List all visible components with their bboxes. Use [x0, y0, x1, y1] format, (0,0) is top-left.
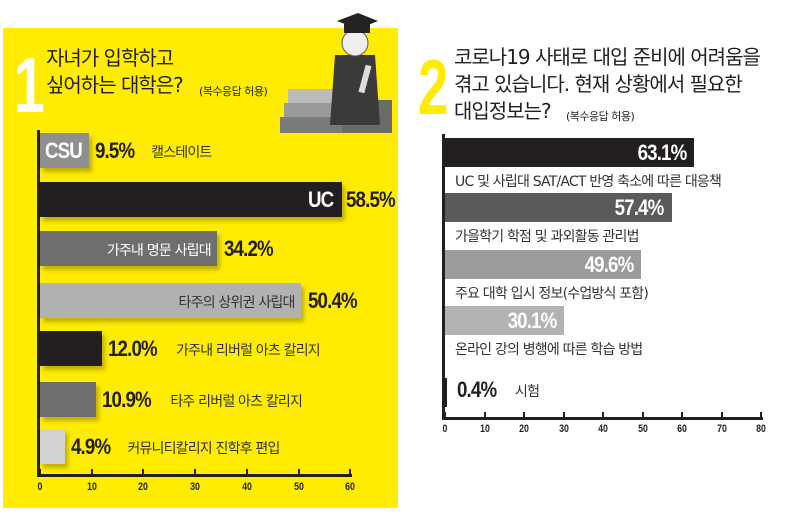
bar-category-label: 커뮤니티칼리지 진학후 편입	[127, 441, 280, 457]
x-tick-label: 30	[190, 481, 200, 493]
bar-category-label: 캘스테이트	[151, 145, 212, 161]
x-tick-label: 10	[86, 481, 97, 493]
bar-code-label: UC	[308, 187, 334, 212]
x-tick-mark	[444, 412, 446, 418]
x-tick-label: 40	[598, 423, 608, 435]
bar-value-label: 4.9%	[71, 434, 111, 459]
x-tick-mark	[142, 469, 145, 475]
x-tick-label: 30	[558, 423, 569, 435]
x-tick-mark	[720, 412, 723, 418]
x-tick-mark	[297, 469, 300, 475]
bar	[40, 182, 343, 217]
bar-value-label: 30.1%	[507, 308, 557, 333]
x-tick-mark	[760, 412, 762, 418]
bar-category-label: 온라인 강의 병행에 따른 학습 방법	[455, 342, 643, 358]
x-tick-mark	[602, 412, 604, 418]
y-axis	[37, 130, 40, 476]
x-tick-label: 60	[345, 481, 356, 493]
chart1-note: (복수응답 허용)	[199, 85, 268, 98]
x-tick-label: 10	[479, 423, 490, 435]
bar-category-label: UC 및 사립대 SAT/ACT 반영 축소에 따른 대응책	[455, 174, 722, 190]
bar-category-label: 타주 리버럴 아츠 칼리지	[170, 394, 303, 410]
chart2-title-line1: 코로나19 사태로 대입 준비에 어려움을	[454, 45, 761, 69]
x-tick-label: 20	[138, 481, 149, 493]
bar-category-label: 시험	[515, 384, 540, 400]
chart1-title-line2: 싶어하는 대학은?	[46, 73, 184, 97]
x-tick-mark	[39, 469, 41, 475]
bar-value-label: 12.0%	[108, 336, 158, 361]
chart2-title-line2: 겪고 있습니다. 현재 상황에서 필요한	[454, 72, 743, 96]
bar-value-label: 50.4%	[307, 288, 358, 313]
chart2-number: 2	[418, 43, 449, 131]
x-tick-label: 40	[241, 481, 252, 493]
bar-category-label: 가주내 명문 사립대	[106, 243, 212, 259]
x-tick-mark	[483, 412, 486, 418]
x-tick-label: 70	[716, 423, 727, 435]
bar	[40, 133, 90, 168]
bar	[40, 231, 217, 266]
y-axis	[442, 134, 445, 420]
bar-category-label: 가주내 리버럴 아츠 칼리지	[176, 343, 321, 359]
x-tick-label: 80	[756, 423, 766, 435]
x-tick-label: 60	[677, 423, 687, 435]
bar-value-label: 10.9%	[102, 387, 152, 412]
bar-code-label: CSU	[45, 138, 83, 163]
chart1-title-line1: 자녀가 입학하고	[46, 46, 174, 70]
x-tick-mark	[641, 412, 644, 418]
bar	[40, 283, 301, 318]
x-tick-mark	[681, 412, 683, 418]
x-tick-mark	[562, 412, 565, 418]
bar-value-label: 34.2%	[223, 236, 274, 261]
x-axis	[37, 474, 353, 477]
x-tick-mark	[194, 469, 197, 475]
bar-value-label: 9.5%	[95, 138, 135, 163]
bar-category-label: 가을학기 학점 및 과외활동 관리법	[455, 229, 640, 245]
bar	[40, 331, 103, 366]
bar-value-label: 57.4%	[614, 195, 665, 220]
x-tick-label: 0	[442, 423, 448, 435]
bar-value-label: 0.4%	[457, 377, 497, 402]
x-tick-label: 50	[637, 423, 648, 435]
bar	[445, 378, 447, 407]
x-tick-mark	[349, 469, 352, 475]
chart2-note: (복수응답 허용)	[566, 110, 635, 123]
chart2-title-line3: 대입정보는?	[454, 99, 552, 123]
bar-category-label: 타주의 상위권 사립대	[178, 295, 296, 311]
bar	[445, 306, 564, 335]
bar	[40, 429, 66, 464]
x-tick-mark	[90, 469, 93, 475]
x-tick-mark	[523, 412, 525, 418]
x-tick-label: 20	[519, 423, 529, 435]
bar	[445, 193, 672, 222]
x-tick-mark	[245, 469, 248, 475]
bar-value-label: 58.5%	[346, 187, 396, 212]
graduate-illustration-icon	[280, 13, 392, 133]
x-axis	[442, 417, 763, 420]
bar-value-label: 49.6%	[584, 252, 634, 277]
bar-category-label: 주요 대학 입시 정보(수업방식 포함)	[455, 286, 649, 302]
bar	[445, 138, 695, 167]
x-tick-label: 0	[37, 481, 43, 493]
chart1-number: 1	[14, 41, 45, 129]
bar	[445, 250, 641, 279]
x-tick-label: 50	[293, 481, 304, 493]
bar	[40, 382, 97, 417]
bar-value-label: 63.1%	[637, 140, 687, 165]
